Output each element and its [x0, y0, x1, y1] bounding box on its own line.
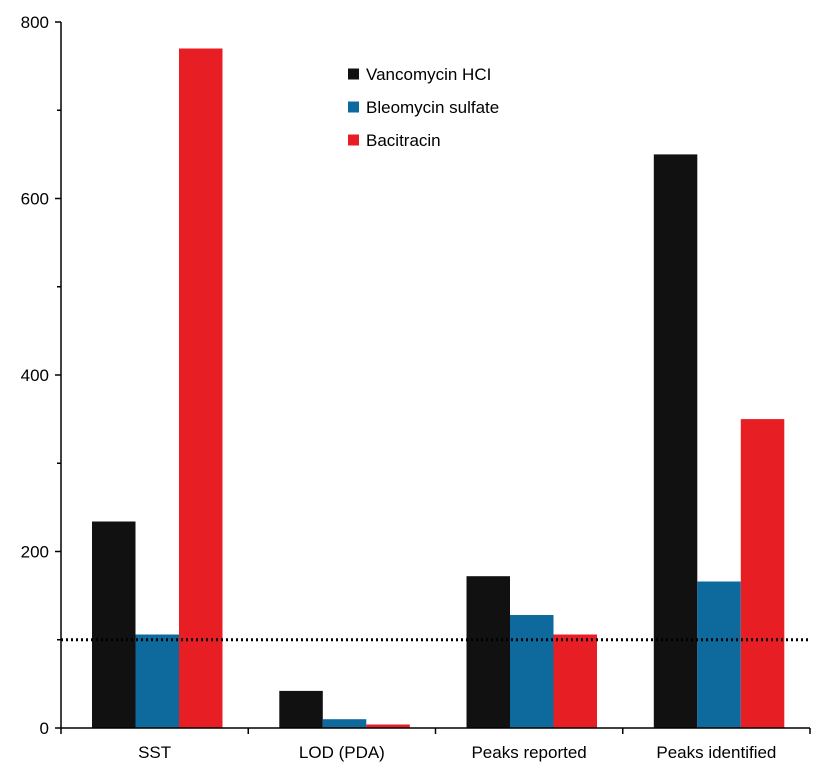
bar-bleomycin-sulfate-lod-pda-: [322, 719, 367, 728]
bar-vancomycin-hci-peaks-reported: [466, 576, 510, 728]
y-tick-label: 200: [21, 543, 49, 562]
bar-bleomycin-sulfate-sst: [135, 634, 179, 728]
bar-bacitracin-lod-pda-: [366, 724, 410, 728]
legend-swatch: [348, 134, 359, 146]
y-tick-label: 800: [21, 13, 49, 32]
x-category-label: SST: [138, 743, 171, 762]
bar-bleomycin-sulfate-peaks-reported: [510, 615, 554, 728]
legend-label: Bleomycin sulfate: [366, 98, 499, 117]
legend: Vancomycin HCI Bleomycin sulfate Bacitraci…: [348, 65, 499, 150]
x-category-label: LOD (PDA): [299, 743, 385, 762]
bar-vancomycin-hci-sst: [92, 521, 136, 728]
y-tick-label: 600: [21, 190, 49, 209]
y-tick-label: 0: [40, 719, 49, 738]
bar-bacitracin-sst: [179, 48, 223, 728]
legend-swatch: [348, 101, 359, 113]
legend-label: Bacitracin: [366, 131, 441, 150]
bar-bleomycin-sulfate-peaks-identified: [697, 581, 741, 728]
axes-layer: 0 200 400 600 800 SST LOD (PDA) Peaks reported P…: [21, 13, 811, 762]
y-tick-label: 400: [21, 366, 49, 385]
bar-bacitracin-peaks-reported: [553, 634, 597, 728]
legend-label: Vancomycin HCI: [366, 65, 491, 84]
bar-vancomycin-hci-peaks-identified: [653, 154, 698, 728]
legend-swatch: [348, 68, 359, 80]
bars-layer: [92, 48, 785, 728]
x-category-label: Peaks identified: [656, 743, 776, 762]
bar-bacitracin-peaks-identified: [740, 419, 785, 728]
x-category-label: Peaks reported: [471, 743, 586, 762]
bar-vancomycin-hci-lod-pda-: [279, 690, 323, 728]
